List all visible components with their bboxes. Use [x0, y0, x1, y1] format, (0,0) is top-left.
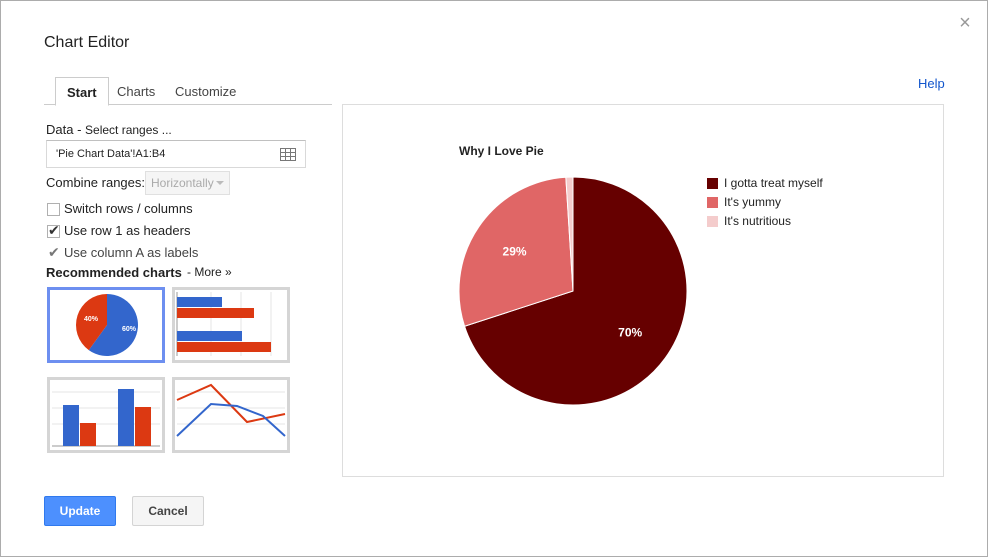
pie-chart: 70% 29%	[458, 176, 688, 406]
range-input[interactable]: 'Pie Chart Data'!A1:B4	[46, 140, 306, 168]
grid-icon[interactable]	[280, 148, 296, 161]
pie-slice-label: 70%	[618, 326, 642, 340]
pie-thumb-label-60: 60%	[122, 326, 137, 333]
help-link[interactable]: Help	[918, 76, 945, 91]
colA-labels-label: Use column A as labels	[64, 245, 199, 260]
recommended-charts-title: Recommended charts	[46, 265, 182, 280]
column-thumb-svg	[52, 389, 160, 447]
switch-rows-checkbox[interactable]	[47, 203, 60, 216]
legend-label: It's yummy	[724, 195, 781, 209]
combine-ranges-label: Combine ranges:	[46, 175, 145, 190]
thumb-bar-chart[interactable]	[172, 287, 290, 363]
tab-bar: Start Charts Customize	[44, 77, 332, 106]
chart-preview: Why I Love Pie 70% 29% I gotta treat myse…	[342, 104, 944, 477]
thumb-column-chart[interactable]	[47, 377, 165, 453]
pie-thumb-svg: 60% 40%	[76, 294, 139, 356]
chevron-down-icon	[216, 181, 224, 185]
cancel-button[interactable]: Cancel	[132, 496, 204, 526]
legend-label: It's nutritious	[724, 214, 791, 228]
switch-rows-label: Switch rows / columns	[64, 201, 193, 216]
pie-slice[interactable]	[458, 176, 574, 327]
tab-customize[interactable]: Customize	[175, 84, 237, 99]
combine-ranges-value: Horizontally	[151, 176, 214, 190]
more-charts-link[interactable]: - More »	[187, 265, 232, 279]
tab-charts[interactable]: Charts	[117, 84, 156, 99]
legend-swatch	[707, 197, 718, 208]
legend-swatch	[707, 178, 718, 189]
checkmark-icon[interactable]: ✔	[48, 244, 60, 260]
thumb-line-chart[interactable]	[172, 377, 290, 453]
pie-slice-label: 29%	[503, 244, 527, 258]
update-button[interactable]: Update	[44, 496, 116, 526]
checkmark-icon: ✔	[48, 222, 60, 238]
row1-headers-label: Use row 1 as headers	[64, 223, 191, 238]
dialog-title: Chart Editor	[44, 34, 130, 51]
thumb-pie-chart[interactable]: 60% 40%	[47, 287, 165, 363]
data-separator: -	[73, 122, 86, 137]
row1-headers-checkbox[interactable]: ✔	[47, 222, 60, 238]
data-label: Data	[46, 122, 74, 137]
chart-title: Why I Love Pie	[459, 144, 544, 158]
data-label-row: Data - Select ranges ...	[46, 122, 172, 137]
pie-slice[interactable]	[463, 176, 688, 406]
combine-ranges-select[interactable]: Horizontally	[145, 171, 230, 195]
legend-swatch	[707, 216, 718, 227]
pie-slice[interactable]	[565, 176, 574, 292]
legend-label: I gotta treat myself	[724, 176, 823, 190]
select-ranges-link[interactable]: Select ranges ...	[85, 123, 172, 137]
tab-start[interactable]: Start	[55, 77, 109, 106]
pie-thumb-label-40: 40%	[84, 316, 99, 323]
bar-thumb-svg	[176, 292, 272, 356]
close-icon[interactable]: ×	[959, 12, 971, 34]
range-value: 'Pie Chart Data'!A1:B4	[56, 148, 166, 160]
line-thumb-svg	[176, 383, 286, 437]
